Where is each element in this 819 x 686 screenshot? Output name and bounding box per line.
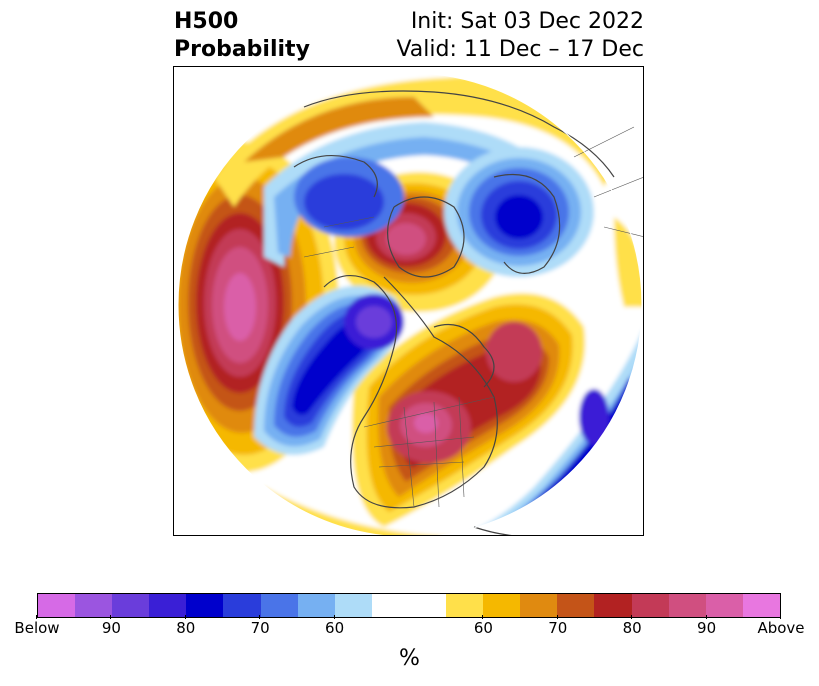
colorbar-segment xyxy=(520,594,558,617)
colorbar-segment xyxy=(297,594,335,617)
political-borders xyxy=(303,126,643,508)
colorbar-segment xyxy=(705,594,743,617)
colorbar-segment xyxy=(149,594,187,617)
colorbar-tick-label: 90 xyxy=(81,615,141,638)
probability-map xyxy=(173,66,644,536)
colorbar-tick-label: 60 xyxy=(305,615,365,638)
colorbar-tick-label: 80 xyxy=(602,615,662,638)
colorbar-unit: % xyxy=(399,646,420,671)
colorbar-segment xyxy=(75,594,113,617)
negative-anomaly-europe xyxy=(444,147,594,277)
colorbar-segment xyxy=(631,594,669,617)
colorbar-segment xyxy=(557,594,595,617)
colorbar-segment xyxy=(38,594,76,617)
title-variable: H500 xyxy=(174,9,239,34)
colorbar-segment xyxy=(334,594,372,617)
colorbar-segment xyxy=(371,594,447,617)
map-dates: Init: Sat 03 Dec 2022 Valid: 11 Dec – 17… xyxy=(396,8,644,64)
colorbar-tick-label: 80 xyxy=(156,615,216,638)
map-canvas xyxy=(177,72,643,535)
colorbar-segment xyxy=(186,594,224,617)
colorbar-segment xyxy=(260,594,298,617)
colorbar-tick-label: 70 xyxy=(528,615,588,638)
colorbar-segment xyxy=(668,594,706,617)
map-title: H500 Probability xyxy=(174,8,310,64)
probability-colorbar xyxy=(37,593,781,618)
colorbar-segment xyxy=(446,594,484,617)
colorbar-tick-label: 60 xyxy=(453,615,513,638)
colorbar-tick-label: 90 xyxy=(677,615,737,638)
colorbar-segment xyxy=(483,594,521,617)
colorbar-tick-label: 70 xyxy=(230,615,290,638)
colorbar-segment xyxy=(742,594,780,617)
colorbar-ticks: Below 90 80 70 60 60 70 80 90 Above xyxy=(14,615,805,638)
colorbar-tick-label: Below xyxy=(7,615,67,638)
colorbar-segment xyxy=(112,594,150,617)
colorbar-tick-label: Above xyxy=(751,615,811,638)
title-product: Probability xyxy=(174,37,310,62)
negative-anomaly-west-na xyxy=(254,285,404,455)
anomaly-field xyxy=(178,73,642,535)
colorbar-segment xyxy=(223,594,261,617)
init-date: Init: Sat 03 Dec 2022 xyxy=(410,9,644,34)
positive-anomaly-north-arc xyxy=(214,77,614,207)
coastlines xyxy=(293,90,615,535)
colorbar-segment xyxy=(594,594,632,617)
valid-range: Valid: 11 Dec – 17 Dec xyxy=(396,37,644,62)
